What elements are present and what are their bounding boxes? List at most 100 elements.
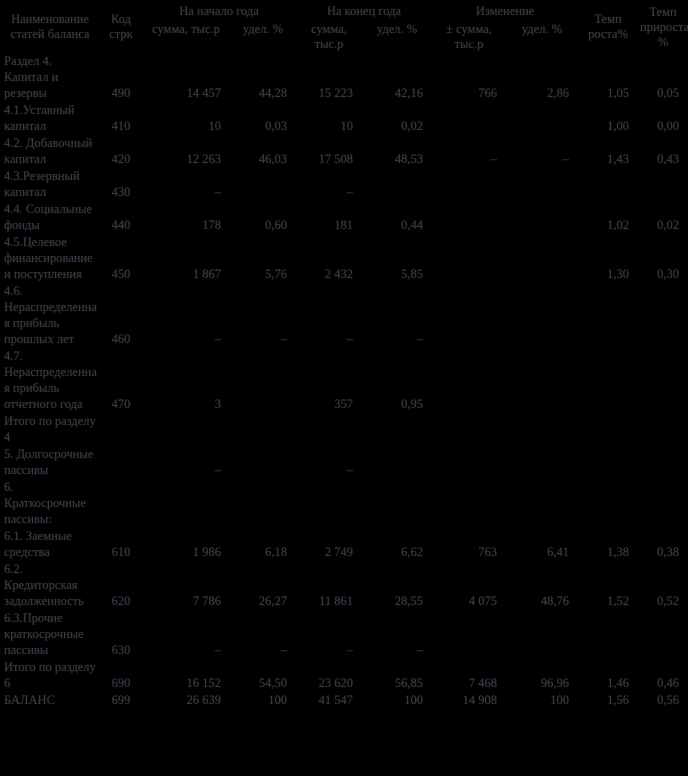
value-cell [506,446,578,479]
value-cell: 0,02 [657,218,680,232]
value-cell: 0,56 [657,693,680,707]
value-cell [506,610,578,659]
value-cell: 16 152 [186,676,221,690]
value-cell [578,479,638,528]
value-cell: – [346,463,354,477]
row-code-cell: 630 [111,643,131,657]
table-row: 4.7. Нераспределенная прибыль отчетного … [0,348,688,413]
table-row: 4.2. Добавочный капитал 420 12 263 46,03 17 … [0,135,688,168]
value-cell: – [490,152,498,166]
header-sub-row: сумма, тыс.р удел. % сумма, тыс.р удел. … [0,20,688,53]
row-label-cell: 6. Краткосрочные пассивы: [4,480,86,526]
value-cell [578,446,638,479]
header-group-begin-year: На начало года [179,4,259,18]
row-code-cell: 440 [111,218,131,232]
value-cell: 0,60 [265,218,288,232]
value-cell: 0,02 [401,119,424,133]
table-row: Итого по разделу 4 [0,413,688,446]
value-cell [432,348,506,413]
value-cell: 7 468 [468,676,498,690]
value-cell [638,446,688,479]
value-cell [362,479,432,528]
row-label-cell: 5. Долгосрочные пассивы [4,447,94,477]
value-cell: 41 547 [318,693,354,707]
row-label-cell: БАЛАНС [4,693,55,707]
value-cell: 26 639 [186,693,221,707]
row-code-cell [100,413,142,446]
value-cell: – [346,332,354,346]
value-cell [638,283,688,348]
value-cell: 0,38 [657,545,680,559]
value-cell: 5,76 [265,267,288,281]
value-cell [230,413,296,446]
value-cell: 28,55 [394,594,424,608]
value-cell [578,168,638,201]
value-cell [432,234,506,283]
value-cell [578,413,638,446]
value-cell: 1 986 [192,545,221,559]
row-label-cell: 6.2. Кредиторская задолженность [4,562,84,608]
table-row: 6.3.Прочие краткосрочные пассивы 630 – – – – [0,610,688,659]
value-cell: – [214,463,221,477]
table-body: Раздел 4. Капитал и резервы 490 14 457 44,2… [0,53,688,709]
value-cell [296,479,362,528]
row-label-cell: 6.3.Прочие краткосрочные пассивы [4,611,84,657]
value-cell: 766 [478,86,498,100]
value-cell: 4 075 [468,594,498,608]
row-label-cell: 4.6. Нераспределенная прибыль прошлых ле… [4,284,97,346]
value-cell: 5,85 [401,267,424,281]
value-cell: 1,05 [607,86,630,100]
row-label-cell: 6.1. Заемные средства [4,529,72,559]
row-label-cell: 4.2. Добавочный капитал [4,136,93,166]
value-cell [432,446,506,479]
row-label-cell: 4.7. Нераспределенная прибыль отчетного … [4,349,97,411]
value-cell [506,413,578,446]
header-change-sum: ± сумма, тыс.р [446,22,492,51]
value-cell [230,479,296,528]
value-cell [638,348,688,413]
row-label-cell: 4.5.Целевое финансирование и поступления [4,235,93,281]
row-code-cell: 420 [111,152,131,166]
row-label-cell: Раздел 4. Капитал и резервы [4,54,59,100]
value-cell: – [346,185,354,199]
header-end-share: удел. % [376,22,418,36]
value-cell: 1,56 [607,693,630,707]
value-cell: 10 [208,119,222,133]
row-label-cell: 4.4. Социальные фонды [4,202,93,232]
value-cell: 2 432 [324,267,354,281]
table-row: БАЛАНС 699 26 639 100 41 547 100 14 908 100 1,56… [0,692,688,709]
header-name-column: Наименование статей баланса [10,12,90,41]
value-cell: – [214,332,221,346]
value-cell [506,102,578,135]
value-cell [506,201,578,234]
row-code-cell: 610 [111,545,131,559]
balance-table: Наименование статей баланса Код стрк На … [0,4,688,709]
row-code-cell: 620 [111,594,131,608]
value-cell [638,413,688,446]
value-cell: 56,85 [394,676,424,690]
value-cell [432,610,506,659]
value-cell: – [280,643,288,657]
value-cell [432,479,506,528]
table-row: 4.1.Уставный капитал 410 10 0,03 10 0,02 1,00 0… [0,102,688,135]
value-cell [506,234,578,283]
value-cell: 46,03 [258,152,288,166]
value-cell: 1,00 [607,119,630,133]
value-cell: 100 [550,693,570,707]
header-code-column: Код стрк [109,12,133,41]
header-begin-sum: сумма, тыс.р [152,22,220,36]
value-cell: 23 620 [318,676,354,690]
value-cell [506,283,578,348]
value-cell [638,168,688,201]
value-cell: – [416,643,424,657]
value-cell [432,102,506,135]
value-cell: 1,30 [607,267,630,281]
row-label-cell: Итого по разделу 6 [4,660,96,690]
row-label-cell: 4.3.Резервный капитал [4,169,80,199]
value-cell: 357 [334,397,354,411]
value-cell [432,283,506,348]
value-cell: 0,00 [657,119,680,133]
header-group-change: Изменение [475,4,535,18]
row-code-cell: 490 [111,86,131,100]
header-end-sum: сумма, тыс.р [311,22,347,51]
